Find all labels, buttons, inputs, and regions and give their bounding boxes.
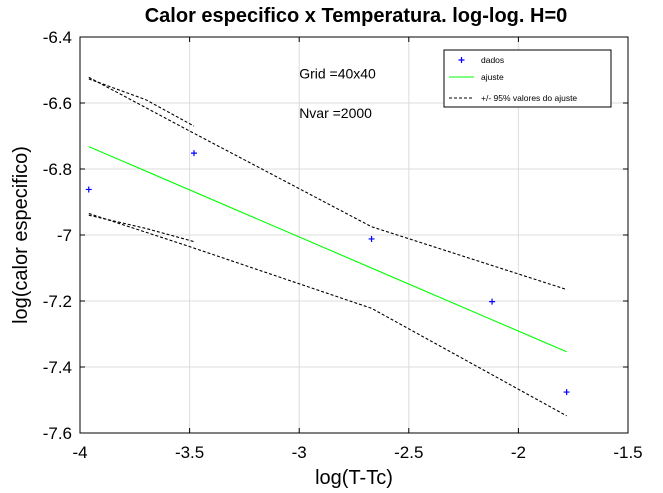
data-point [563, 389, 570, 396]
data-point [368, 235, 375, 242]
confidence-band-line [88, 78, 195, 127]
data-point [489, 298, 496, 305]
confidence-band-line [88, 214, 195, 243]
x-tick-label: -3.5 [175, 443, 204, 462]
y-tick-label: -6.6 [43, 94, 72, 113]
y-tick-label: -7.2 [43, 292, 72, 311]
y-tick-label: -6.8 [43, 160, 72, 179]
x-tick-label: -2.5 [394, 443, 423, 462]
y-tick-label: -6.4 [43, 28, 72, 47]
chart-title: Calor especifico x Temperatura. log-log.… [145, 5, 568, 27]
legend-label: +/- 95% valores do ajuste [481, 93, 577, 103]
annotations: Grid =40x40 Nvar =2000 [299, 65, 376, 121]
x-tick-label: -1.5 [613, 443, 642, 462]
ticks: -4 -3.5 -3 -2.5 -2 -1.5 -6.4 -6.6 -6.8 -7 -7.2 -7.4… [43, 28, 643, 462]
y-axis-label: log(calor especifico) [10, 146, 32, 324]
fit-line [88, 146, 567, 353]
legend: dados ajuste +/- 95% valores do ajuste [443, 49, 612, 108]
y-tick-label: -7 [57, 226, 72, 245]
annotation-text: Grid =40x40 [299, 65, 376, 81]
data-point [85, 186, 92, 193]
confidence-band-line [88, 212, 567, 417]
x-tick-label: -4 [72, 443, 87, 462]
x-tick-label: -3 [292, 443, 307, 462]
legend-label: dados [481, 55, 504, 65]
x-tick-label: -2 [511, 443, 526, 462]
x-axis-label: log(T-Tc) [315, 467, 393, 489]
y-tick-label: -7.6 [43, 424, 72, 443]
plot-area [85, 76, 570, 417]
y-tick-label: -7.4 [43, 358, 72, 377]
confidence-band-line [88, 76, 567, 291]
data-point [190, 150, 197, 157]
legend-swatch [458, 57, 465, 63]
legend-label: ajuste [481, 72, 504, 82]
annotation-text: Nvar =2000 [299, 105, 372, 121]
